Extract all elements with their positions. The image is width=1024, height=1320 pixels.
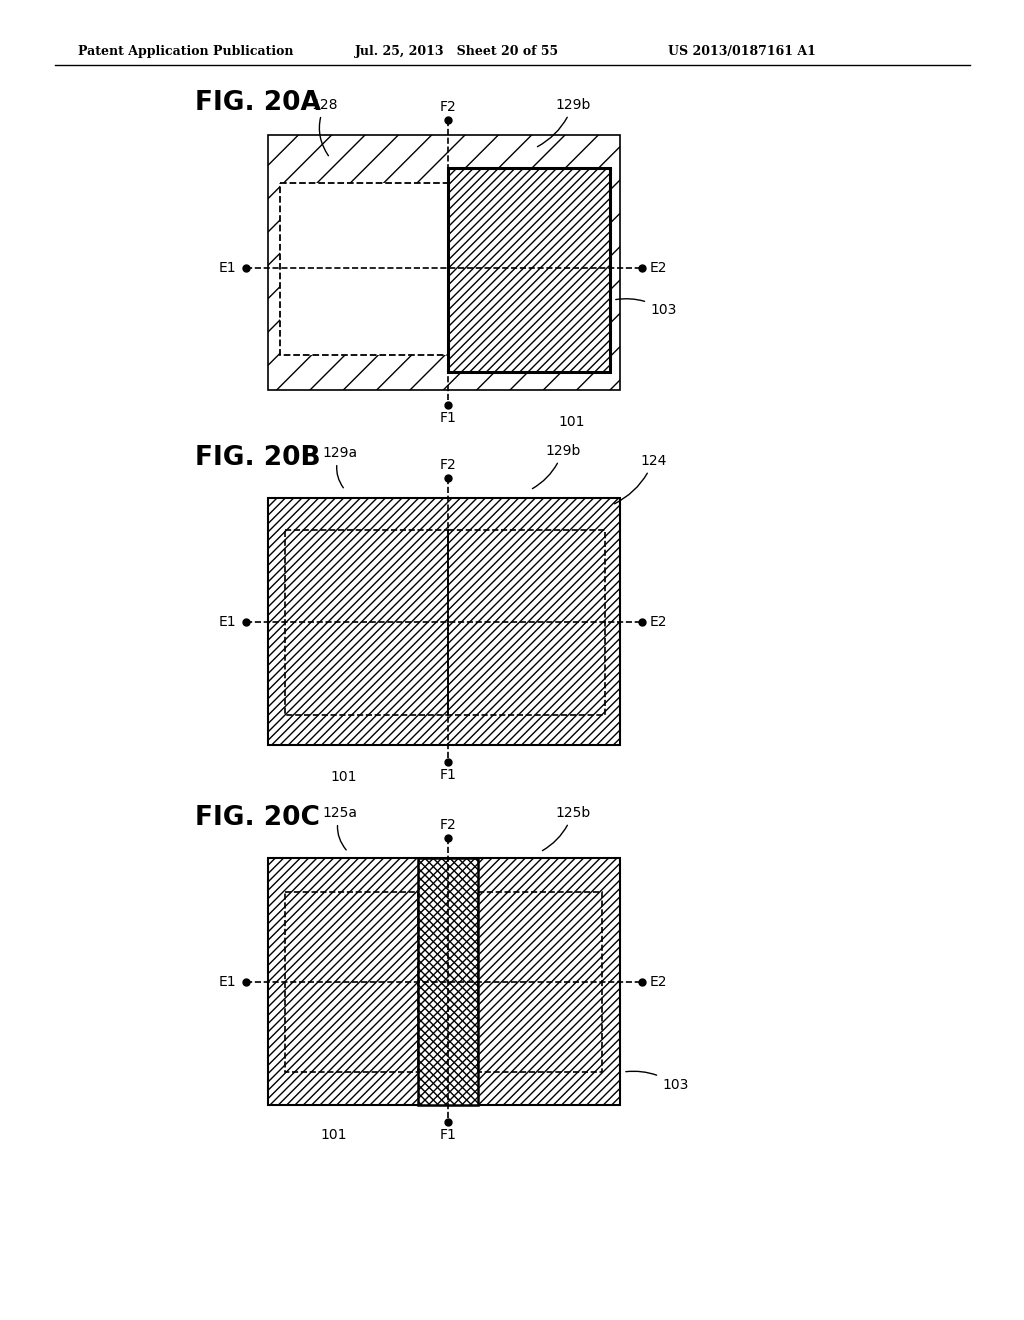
Text: 129b: 129b — [532, 444, 581, 488]
Text: 101: 101 — [330, 770, 356, 784]
Text: FIG. 20B: FIG. 20B — [195, 445, 321, 471]
Text: E2: E2 — [650, 615, 668, 630]
Polygon shape — [418, 858, 478, 1105]
Text: E2: E2 — [650, 975, 668, 989]
Polygon shape — [268, 135, 620, 389]
Text: 125a: 125a — [323, 807, 357, 850]
Text: E2: E2 — [650, 261, 668, 275]
Text: 129b: 129b — [538, 98, 591, 147]
Text: F1: F1 — [439, 1129, 457, 1142]
Text: 129a: 129a — [323, 446, 357, 488]
Text: Patent Application Publication: Patent Application Publication — [78, 45, 294, 58]
Text: US 2013/0187161 A1: US 2013/0187161 A1 — [668, 45, 816, 58]
Text: 103: 103 — [615, 298, 677, 317]
Polygon shape — [280, 183, 449, 355]
Text: 101: 101 — [319, 1129, 346, 1142]
Text: 125b: 125b — [543, 807, 590, 850]
Text: F1: F1 — [439, 768, 457, 781]
Text: F2: F2 — [439, 818, 457, 832]
Text: Jul. 25, 2013   Sheet 20 of 55: Jul. 25, 2013 Sheet 20 of 55 — [355, 45, 559, 58]
Text: F2: F2 — [439, 458, 457, 473]
Polygon shape — [268, 858, 620, 1105]
Text: E1: E1 — [218, 975, 236, 989]
Text: 103: 103 — [626, 1072, 688, 1092]
Text: 128: 128 — [311, 98, 338, 156]
Text: 101: 101 — [558, 414, 585, 429]
Polygon shape — [449, 168, 610, 372]
Polygon shape — [268, 498, 620, 744]
Text: F2: F2 — [439, 100, 457, 114]
Text: F1: F1 — [439, 411, 457, 425]
Text: FIG. 20C: FIG. 20C — [195, 805, 319, 832]
Text: E1: E1 — [218, 615, 236, 630]
Text: 124: 124 — [614, 454, 667, 504]
Text: FIG. 20A: FIG. 20A — [195, 90, 321, 116]
Text: E1: E1 — [218, 261, 236, 275]
